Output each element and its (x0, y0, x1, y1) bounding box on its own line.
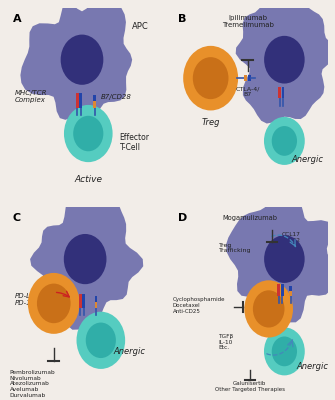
Text: Effector
T-Cell: Effector T-Cell (120, 133, 150, 152)
FancyBboxPatch shape (93, 102, 96, 108)
Circle shape (64, 105, 113, 162)
Text: Anergic: Anergic (113, 347, 145, 356)
FancyBboxPatch shape (79, 294, 82, 308)
Circle shape (64, 234, 107, 284)
Circle shape (193, 57, 228, 99)
Text: TGFβ
IL-10
Etc.: TGFβ IL-10 Etc. (218, 334, 234, 350)
Text: Treg: Treg (201, 118, 220, 127)
Circle shape (253, 290, 284, 328)
FancyBboxPatch shape (79, 93, 82, 108)
Text: MHC/TCR
Complex: MHC/TCR Complex (14, 90, 47, 103)
Text: B7/CD28: B7/CD28 (101, 94, 132, 100)
FancyBboxPatch shape (289, 286, 292, 291)
Circle shape (272, 336, 297, 366)
Text: CTLA-4/
B7: CTLA-4/ B7 (235, 87, 260, 98)
FancyBboxPatch shape (278, 87, 281, 98)
FancyBboxPatch shape (281, 87, 284, 98)
FancyBboxPatch shape (76, 93, 78, 108)
Circle shape (244, 280, 293, 338)
Circle shape (264, 36, 305, 84)
FancyBboxPatch shape (93, 95, 96, 101)
Text: C: C (13, 213, 21, 223)
Polygon shape (226, 192, 334, 325)
Circle shape (264, 327, 305, 375)
Polygon shape (20, 0, 132, 120)
FancyBboxPatch shape (248, 75, 251, 80)
FancyBboxPatch shape (82, 294, 85, 308)
Text: Anergic: Anergic (292, 155, 324, 164)
Text: Galunisertib
Other Targeted Therapies: Galunisertib Other Targeted Therapies (215, 381, 285, 392)
Polygon shape (30, 190, 143, 330)
FancyBboxPatch shape (95, 302, 97, 308)
Text: Active: Active (74, 175, 102, 184)
Circle shape (76, 312, 125, 369)
Circle shape (264, 117, 305, 165)
Text: D: D (178, 213, 187, 223)
FancyBboxPatch shape (95, 296, 97, 302)
Text: A: A (13, 14, 21, 24)
Circle shape (264, 235, 305, 283)
Polygon shape (236, 0, 335, 124)
Circle shape (272, 126, 297, 156)
Circle shape (183, 46, 238, 110)
Text: B: B (178, 14, 186, 24)
Text: Ipilimumab
Tremelimumab: Ipilimumab Tremelimumab (221, 15, 273, 28)
FancyBboxPatch shape (244, 75, 247, 80)
Circle shape (61, 34, 103, 85)
Circle shape (37, 284, 71, 323)
Circle shape (73, 116, 104, 151)
Text: Cyclophosphamide
Docetaxel
Anti-CD25: Cyclophosphamide Docetaxel Anti-CD25 (173, 297, 225, 314)
Text: CCL17
CCL22
Etc.: CCL17 CCL22 Etc. (281, 232, 300, 249)
FancyBboxPatch shape (277, 284, 280, 296)
Text: Treg
Trafficking: Treg Trafficking (218, 242, 251, 254)
Text: PD-L1/
PD-1: PD-L1/ PD-1 (14, 293, 38, 306)
Text: Anergic: Anergic (296, 362, 329, 371)
Circle shape (86, 322, 116, 358)
FancyBboxPatch shape (289, 291, 292, 296)
Text: APC: APC (132, 22, 149, 31)
FancyBboxPatch shape (281, 284, 284, 296)
Text: Pembrolizumab
Nivolumab
Atezolizumab
Avelumab
Durvalumab: Pembrolizumab Nivolumab Atezolizumab Ave… (10, 370, 56, 398)
Circle shape (28, 273, 80, 334)
Text: Mogamulizumab: Mogamulizumab (222, 215, 277, 221)
